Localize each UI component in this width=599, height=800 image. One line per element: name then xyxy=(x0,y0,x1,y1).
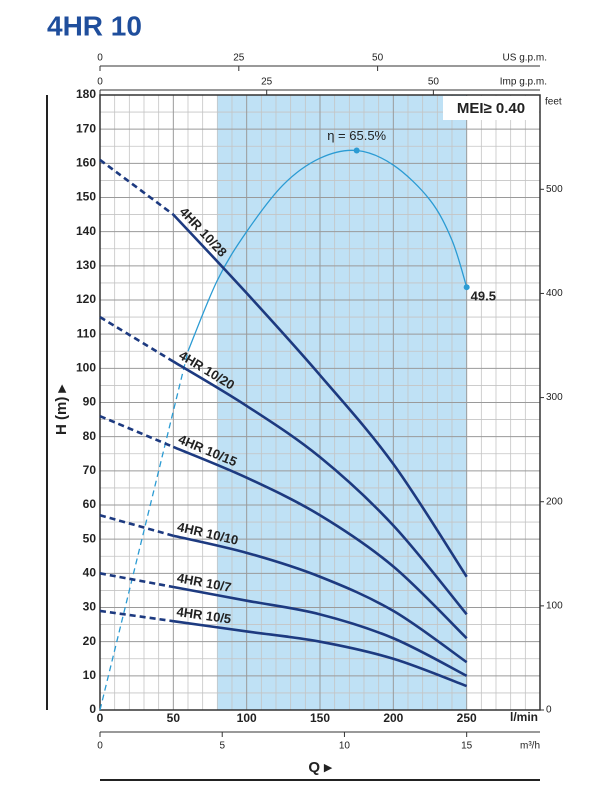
chart-title: 4HR 10 xyxy=(47,10,142,41)
y2-tick-label: 500 xyxy=(546,184,563,195)
y-tick-label: 170 xyxy=(76,121,96,135)
y-tick-label: 0 xyxy=(89,702,96,716)
y2-tick-label: 300 xyxy=(546,392,563,403)
pump-curve xyxy=(173,619,468,688)
secondary-tick-label: 0 xyxy=(97,741,103,752)
mei-label: MEI≥ 0.40 xyxy=(457,100,525,117)
x-tick-label: 200 xyxy=(383,711,403,725)
y-tick-label: 20 xyxy=(83,634,97,648)
y2-tick-label: 100 xyxy=(546,601,563,612)
x-tick-label: 50 xyxy=(167,711,181,725)
pump-curve xyxy=(99,609,174,623)
y-tick-label: 50 xyxy=(83,531,97,545)
y-tick-label: 150 xyxy=(76,190,96,204)
y2-tick-label: 0 xyxy=(546,705,552,716)
pump-curve xyxy=(99,315,175,363)
x-tick-label: 0 xyxy=(97,711,104,725)
y-tick-label: 70 xyxy=(83,463,97,477)
y-tick-label: 10 xyxy=(83,668,97,682)
pump-curve xyxy=(99,513,174,538)
efficiency-curve xyxy=(187,149,468,352)
secondary-tick-label: 25 xyxy=(261,77,273,88)
y-tick-label: 60 xyxy=(83,497,97,511)
y-tick-label: 160 xyxy=(76,156,96,170)
pump-curve xyxy=(99,414,174,449)
y2-tick-label: 400 xyxy=(546,288,563,299)
y-tick-label: 110 xyxy=(77,326,97,340)
secondary-tick-label: 0 xyxy=(97,77,103,88)
y-tick-label: 40 xyxy=(83,566,97,580)
efficiency-label: η = 65.5% xyxy=(327,128,386,143)
secondary-tick-label: 25 xyxy=(233,53,245,64)
y-tick-label: 80 xyxy=(83,429,97,443)
y2-tick-label: 200 xyxy=(546,496,563,507)
pump-curve xyxy=(99,158,175,216)
pump-curve xyxy=(173,585,468,677)
y-tick-label: 140 xyxy=(76,224,96,238)
efficiency-curve xyxy=(99,351,189,711)
y-tick-label: 90 xyxy=(83,395,97,409)
secondary-axis-label: Imp g.p.m. xyxy=(500,77,547,88)
secondary-tick-label: 5 xyxy=(219,741,225,752)
efficiency-point xyxy=(353,147,360,154)
pump-curve xyxy=(172,445,468,640)
y-tick-label: 30 xyxy=(83,600,97,614)
y-axis-label: H (m) ▸ xyxy=(53,384,70,435)
secondary-tick-label: 15 xyxy=(461,741,473,752)
efficiency-label: 49.5 xyxy=(471,289,496,304)
y-tick-label: 180 xyxy=(76,87,96,101)
mei-box xyxy=(443,96,539,120)
plot-frame xyxy=(99,94,541,711)
pump-curve xyxy=(172,213,468,578)
q-label: Q ▸ xyxy=(308,759,333,776)
x-tick-label: 100 xyxy=(237,711,257,725)
secondary-axis-label: m³/h xyxy=(520,741,540,752)
y-tick-label: 130 xyxy=(76,258,96,272)
x-tick-label: 250 xyxy=(457,711,477,725)
y-tick-label: 120 xyxy=(76,292,96,306)
secondary-tick-label: 50 xyxy=(428,77,440,88)
efficiency-point xyxy=(463,284,470,291)
pump-curve xyxy=(172,360,468,616)
secondary-axis-label: US g.p.m. xyxy=(503,53,547,64)
y-tick-label: 100 xyxy=(76,361,96,375)
secondary-tick-label: 0 xyxy=(97,53,103,64)
x-axis-label: l/min xyxy=(510,710,538,724)
x-tick-label: 150 xyxy=(310,711,330,725)
secondary-tick-label: 50 xyxy=(372,53,384,64)
pump-curve xyxy=(173,534,468,664)
y2-axis-label: feet xyxy=(545,97,562,108)
secondary-tick-label: 10 xyxy=(339,741,351,752)
pump-curve xyxy=(99,572,174,589)
